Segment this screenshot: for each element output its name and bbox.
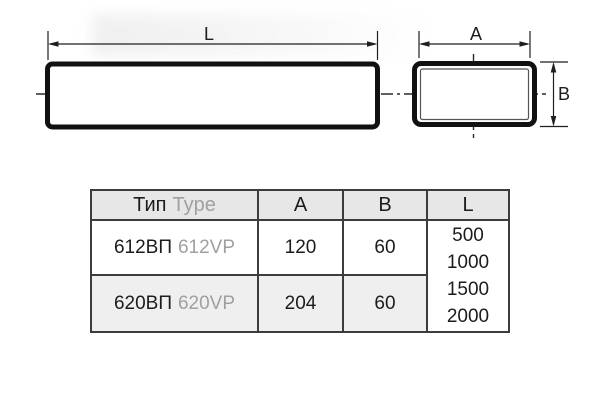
arrow-B-top xyxy=(550,62,557,73)
type-620-en: 620VP xyxy=(177,292,236,314)
duct-diagram: L A B xyxy=(36,24,570,138)
header-cell-b: B xyxy=(342,189,428,221)
side-view-outline xyxy=(45,61,380,130)
cell-type-612: 612ВП 612VP xyxy=(90,219,259,276)
header-cell-type: Тип Type xyxy=(90,189,259,221)
label-B: B xyxy=(558,84,570,104)
header-cell-a: A xyxy=(257,189,344,221)
arrow-A-left xyxy=(419,41,430,47)
arrow-A-right xyxy=(519,41,530,47)
cell-b-612: 60 xyxy=(342,219,428,276)
type-620-ru: 620ВП xyxy=(113,292,172,314)
dimension-L xyxy=(47,31,379,60)
cell-a-620: 204 xyxy=(257,274,344,333)
type-612-en: 612VP xyxy=(177,236,236,258)
dimension-A xyxy=(418,31,531,58)
spec-table: Тип Type A B L 612ВП 612VP 120 60 500 1000… xyxy=(90,189,510,333)
header-type-en: Type xyxy=(172,193,216,216)
arrow-B-bottom xyxy=(550,116,557,127)
table-header-row: Тип Type A B L xyxy=(90,189,510,221)
cell-b-620: 60 xyxy=(342,274,428,333)
length-option: 1000 xyxy=(446,252,490,273)
cell-lengths: 500 1000 1500 2000 xyxy=(426,219,510,333)
label-L: L xyxy=(204,24,214,44)
cross-section-inner-wall xyxy=(419,68,530,121)
cross-section-outline xyxy=(412,61,537,127)
cell-a-612: 120 xyxy=(257,219,344,276)
arrow-L-right xyxy=(367,41,378,47)
table-row: 612ВП 612VP 120 60 500 1000 1500 2000 xyxy=(90,219,510,333)
length-option: 500 xyxy=(452,225,484,246)
header-type-ru: Тип xyxy=(133,193,167,216)
length-option: 2000 xyxy=(446,306,490,327)
table-row: 620ВП 620VP 204 60 xyxy=(90,274,509,333)
length-option: 1500 xyxy=(446,279,490,300)
label-A: A xyxy=(470,24,482,44)
header-cell-l: L xyxy=(426,189,510,221)
arrow-L-left xyxy=(48,41,59,47)
cell-type-620: 620ВП 620VP xyxy=(90,274,259,333)
type-612-ru: 612ВП xyxy=(113,236,172,258)
dimension-B xyxy=(540,61,568,128)
